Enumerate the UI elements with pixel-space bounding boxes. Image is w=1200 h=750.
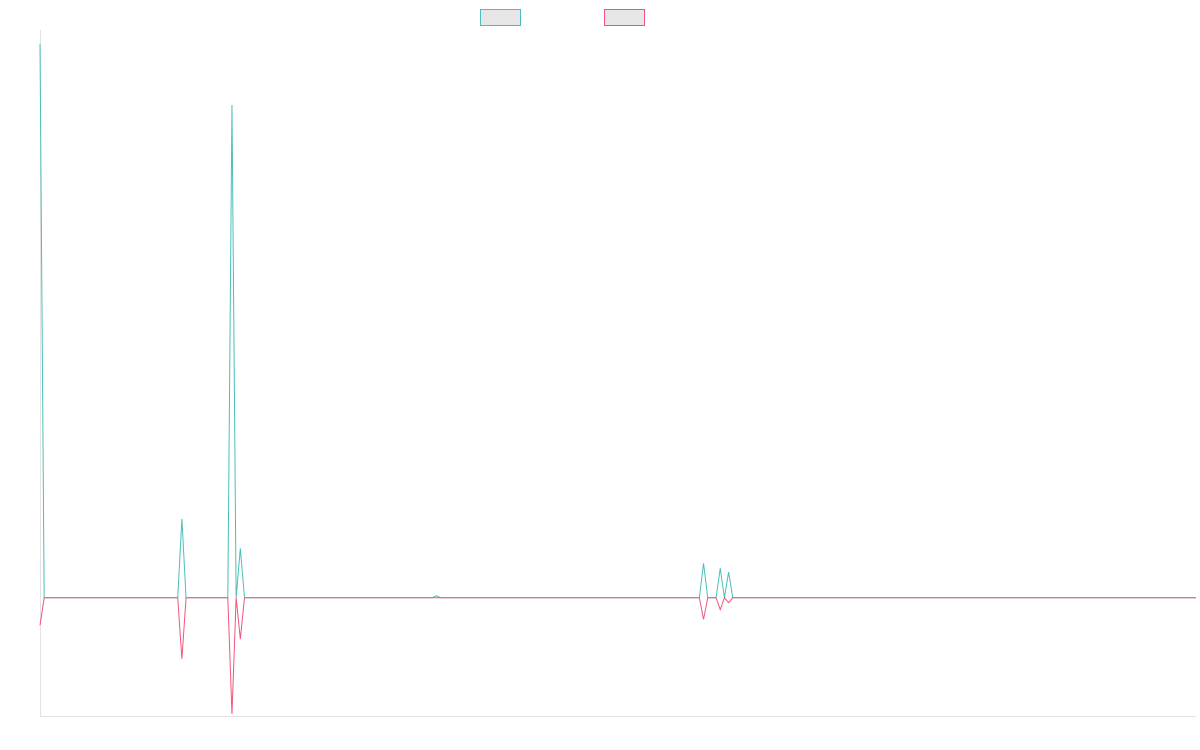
series-line-2	[39, 596, 1196, 715]
legend-swatch-1[interactable]	[480, 9, 521, 26]
series-line-1	[39, 43, 1196, 599]
legend	[480, 9, 645, 26]
series-group	[39, 43, 1196, 715]
legend-swatch-2[interactable]	[604, 9, 645, 26]
